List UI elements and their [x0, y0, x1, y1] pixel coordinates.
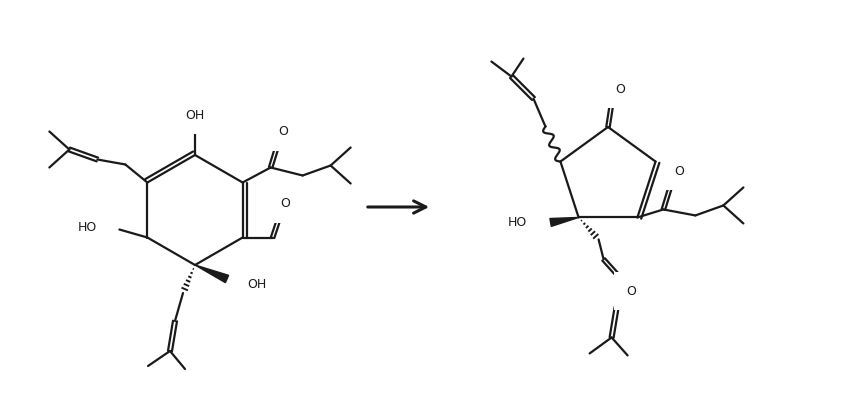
Text: OH: OH [247, 279, 266, 291]
Text: O: O [674, 165, 684, 178]
Polygon shape [550, 217, 579, 226]
Text: O: O [280, 197, 291, 210]
FancyArrowPatch shape [368, 201, 426, 213]
Text: HO: HO [78, 221, 97, 234]
Text: O: O [627, 285, 637, 298]
Text: O: O [279, 125, 289, 138]
Text: HO: HO [507, 216, 527, 229]
Text: OH: OH [185, 108, 205, 121]
Text: O: O [615, 83, 625, 95]
Polygon shape [195, 265, 229, 283]
